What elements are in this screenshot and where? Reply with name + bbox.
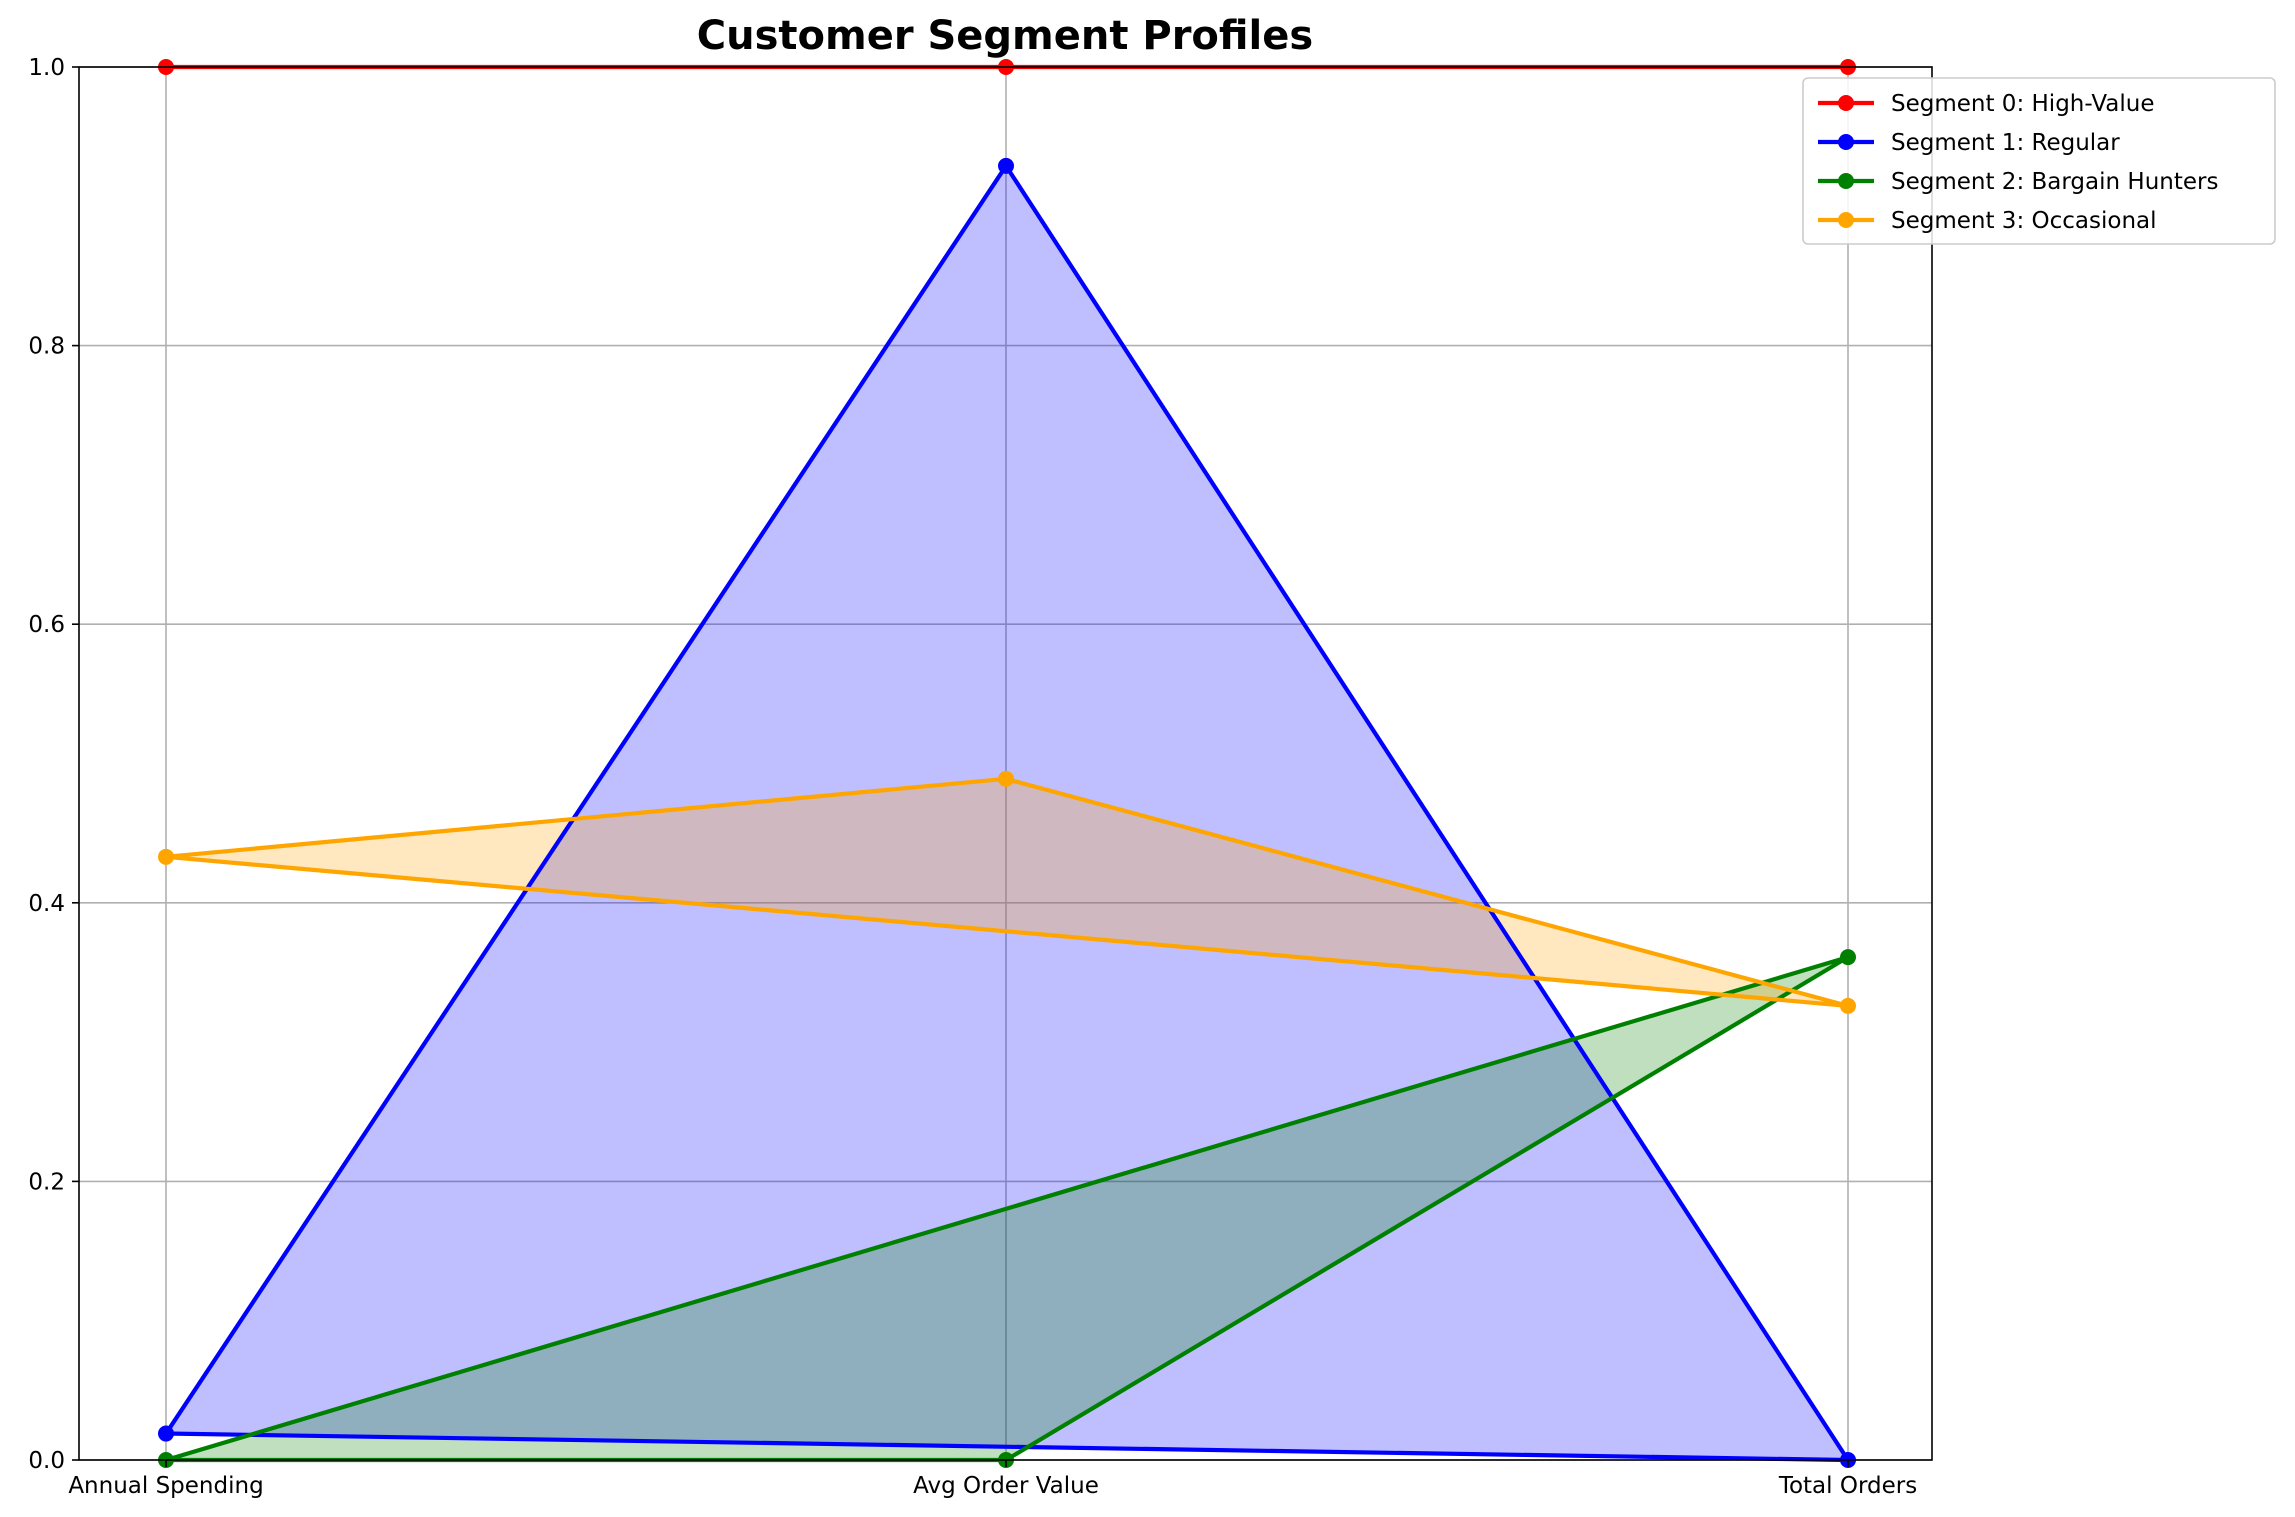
series-line-3 — [163, 776, 1851, 1008]
legend-swatch-marker — [1838, 95, 1854, 111]
legend-swatch-marker — [1838, 212, 1854, 228]
y-tick-label: 0.0 — [28, 1448, 65, 1474]
axis-ticks: 0.0 0.2 0.4 0.6 0.8 1.0 Annual Spending Avg Ord… — [28, 55, 1917, 1499]
legend-label: Segment 0: High-Value — [1891, 91, 2154, 117]
series-point-3 — [998, 770, 1014, 787]
y-tick-label: 1.0 — [28, 55, 65, 81]
chart-title: Customer Segment Profiles — [697, 13, 1313, 59]
y-tick-label: 0.4 — [28, 891, 65, 917]
series-fills — [166, 165, 1848, 1461]
x-tick-label: Total Orders — [1778, 1473, 1917, 1499]
series-point-2 — [1840, 949, 1856, 966]
legend-label: Segment 3: Occasional — [1891, 208, 2157, 234]
series-point-3 — [158, 848, 174, 865]
series-fill-3 — [166, 778, 1848, 1006]
series-line-1 — [163, 163, 1851, 1463]
series-fill-1 — [166, 165, 1848, 1461]
legend-label: Segment 2: Bargain Hunters — [1891, 169, 2218, 195]
series-point-3 — [1840, 997, 1856, 1014]
y-tick-label: 0.8 — [28, 334, 65, 360]
y-tick-label: 0.6 — [28, 612, 65, 638]
y-tick-label: 0.2 — [28, 1169, 65, 1195]
legend-swatch-marker — [1838, 173, 1854, 189]
x-tick-label: Avg Order Value — [913, 1473, 1099, 1499]
x-tick-label: Annual Spending — [68, 1473, 263, 1499]
legend-label: Segment 1: Regular — [1891, 130, 2120, 156]
legend-box — [1802, 77, 2276, 245]
legend: Segment 0: High-Value Segment 1: Regular S… — [1802, 77, 2276, 245]
legend-swatch-marker — [1838, 134, 1854, 150]
series-point-1 — [158, 1425, 174, 1442]
series-point-1 — [998, 157, 1014, 174]
